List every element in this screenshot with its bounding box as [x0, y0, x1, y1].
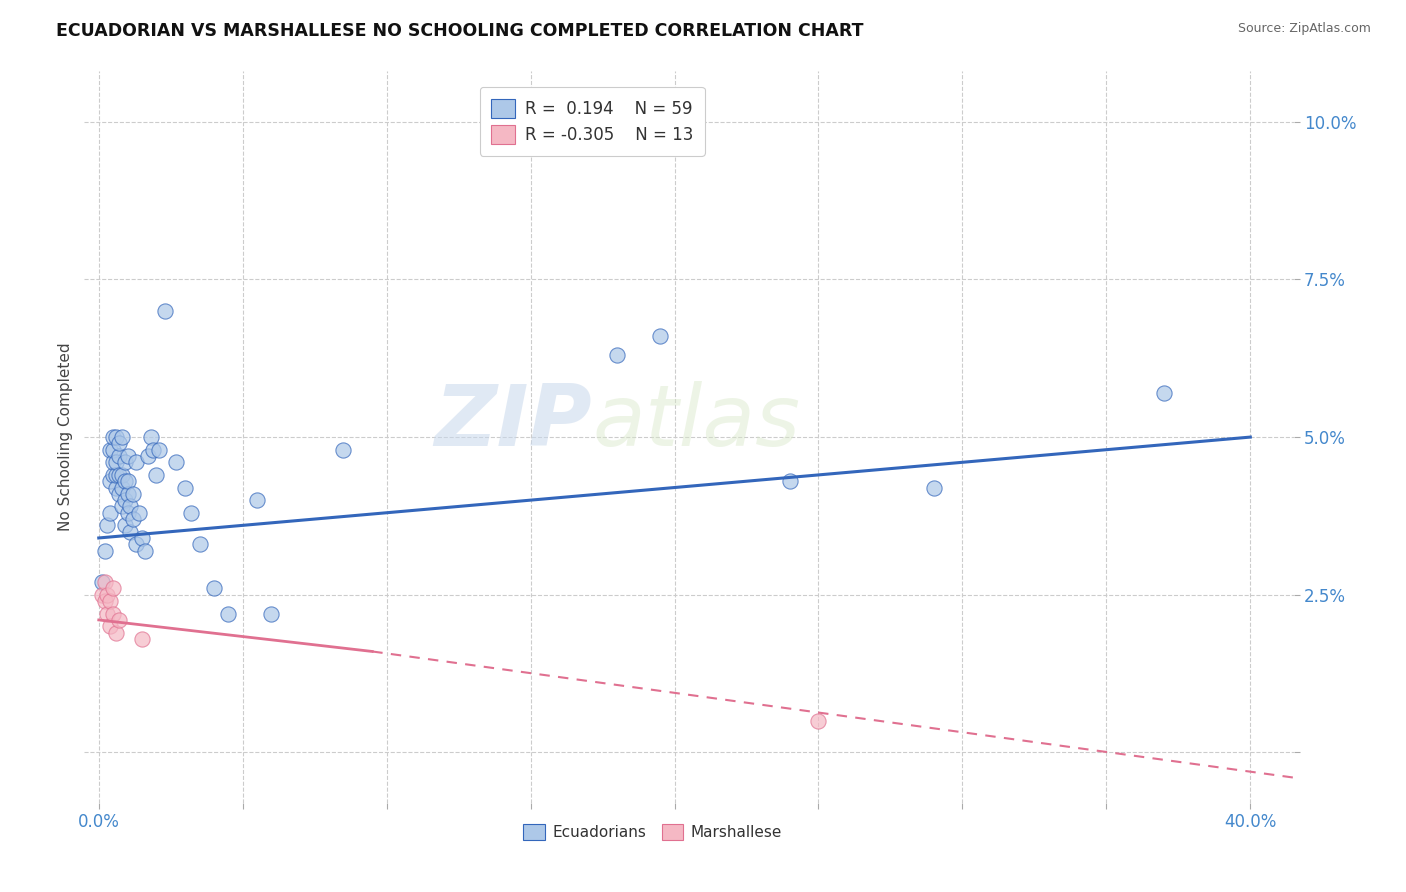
Point	[134, 543, 156, 558]
Y-axis label: No Schooling Completed: No Schooling Completed	[58, 343, 73, 532]
Point	[98, 619, 121, 633]
Point	[117, 449, 139, 463]
Point	[114, 518, 136, 533]
Point	[122, 487, 145, 501]
Legend: Ecuadorians, Marshallese: Ecuadorians, Marshallese	[517, 818, 789, 847]
Point	[96, 518, 118, 533]
Point	[246, 493, 269, 508]
Point	[93, 594, 115, 608]
Point	[650, 329, 672, 343]
Point	[153, 304, 176, 318]
Point	[117, 506, 139, 520]
Point	[174, 481, 197, 495]
Point	[101, 430, 124, 444]
Point	[105, 455, 128, 469]
Point	[101, 582, 124, 596]
Point	[98, 594, 121, 608]
Point	[922, 481, 945, 495]
Point	[111, 467, 134, 482]
Point	[260, 607, 283, 621]
Point	[114, 474, 136, 488]
Point	[114, 455, 136, 469]
Point	[96, 607, 118, 621]
Point	[139, 430, 162, 444]
Text: ZIP: ZIP	[434, 381, 592, 464]
Point	[148, 442, 170, 457]
Point	[98, 474, 121, 488]
Point	[111, 481, 134, 495]
Point	[108, 487, 131, 501]
Point	[108, 449, 131, 463]
Point	[180, 506, 202, 520]
Point	[1153, 386, 1175, 401]
Point	[125, 455, 148, 469]
Text: Source: ZipAtlas.com: Source: ZipAtlas.com	[1237, 22, 1371, 36]
Point	[111, 430, 134, 444]
Point	[114, 493, 136, 508]
Point	[108, 436, 131, 450]
Point	[807, 714, 830, 728]
Point	[98, 506, 121, 520]
Text: atlas: atlas	[592, 381, 800, 464]
Point	[90, 588, 112, 602]
Point	[108, 467, 131, 482]
Point	[779, 474, 801, 488]
Point	[131, 632, 153, 646]
Point	[125, 537, 148, 551]
Point	[120, 500, 142, 514]
Point	[188, 537, 211, 551]
Point	[105, 430, 128, 444]
Point	[90, 575, 112, 590]
Point	[93, 543, 115, 558]
Point	[101, 442, 124, 457]
Point	[131, 531, 153, 545]
Point	[128, 506, 150, 520]
Point	[93, 575, 115, 590]
Point	[98, 442, 121, 457]
Point	[101, 467, 124, 482]
Point	[136, 449, 159, 463]
Point	[101, 607, 124, 621]
Point	[105, 481, 128, 495]
Point	[202, 582, 225, 596]
Point	[606, 348, 628, 362]
Point	[142, 442, 165, 457]
Point	[122, 512, 145, 526]
Point	[217, 607, 239, 621]
Point	[105, 625, 128, 640]
Point	[117, 487, 139, 501]
Point	[117, 474, 139, 488]
Point	[332, 442, 354, 457]
Point	[145, 467, 167, 482]
Point	[101, 455, 124, 469]
Point	[108, 613, 131, 627]
Text: ECUADORIAN VS MARSHALLESE NO SCHOOLING COMPLETED CORRELATION CHART: ECUADORIAN VS MARSHALLESE NO SCHOOLING C…	[56, 22, 863, 40]
Point	[96, 588, 118, 602]
Point	[120, 524, 142, 539]
Point	[166, 455, 188, 469]
Point	[111, 500, 134, 514]
Point	[105, 467, 128, 482]
